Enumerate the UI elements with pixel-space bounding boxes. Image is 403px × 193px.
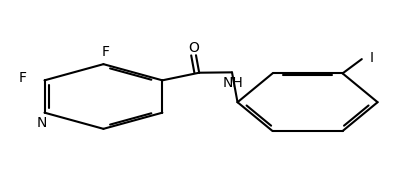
- Text: NH: NH: [223, 76, 243, 90]
- Text: O: O: [189, 41, 199, 55]
- Text: F: F: [102, 45, 110, 59]
- Text: F: F: [19, 71, 27, 85]
- Text: N: N: [36, 116, 46, 130]
- Text: I: I: [370, 51, 374, 65]
